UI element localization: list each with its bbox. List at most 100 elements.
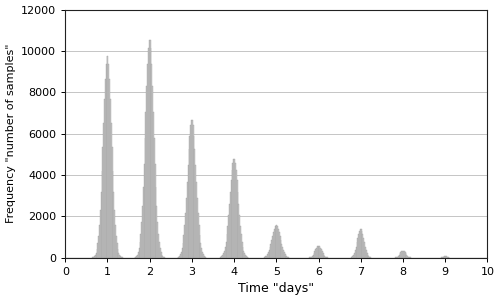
Bar xyxy=(142,206,143,258)
Bar xyxy=(110,99,111,258)
Bar xyxy=(356,243,358,258)
Bar xyxy=(100,192,102,258)
Bar xyxy=(404,252,406,258)
Bar xyxy=(310,257,311,258)
Bar xyxy=(111,123,112,258)
Bar xyxy=(273,232,274,258)
Bar xyxy=(200,243,201,258)
Bar xyxy=(272,236,273,258)
Bar xyxy=(361,229,362,258)
Bar xyxy=(358,234,359,258)
Bar xyxy=(277,226,278,258)
Bar xyxy=(274,226,276,258)
Bar xyxy=(407,256,408,258)
Bar xyxy=(365,247,366,258)
Bar xyxy=(321,250,322,258)
Bar xyxy=(235,163,236,258)
Bar xyxy=(316,248,317,258)
Bar xyxy=(99,225,100,258)
Bar xyxy=(285,254,286,258)
Bar xyxy=(447,257,448,258)
Bar xyxy=(364,243,365,258)
Bar xyxy=(397,256,398,258)
Bar xyxy=(105,79,106,258)
Bar xyxy=(162,256,163,258)
Bar xyxy=(115,225,116,258)
Bar xyxy=(446,256,447,258)
Bar xyxy=(326,257,327,258)
Bar xyxy=(198,225,200,258)
Bar xyxy=(144,138,146,258)
Bar xyxy=(185,213,186,258)
Bar xyxy=(148,48,149,258)
Bar xyxy=(146,86,147,258)
Bar xyxy=(242,247,244,258)
Bar xyxy=(352,256,353,258)
Bar xyxy=(369,257,370,258)
Bar xyxy=(137,255,138,258)
Bar xyxy=(264,257,266,258)
Bar xyxy=(234,159,235,258)
Bar xyxy=(202,252,203,258)
Bar xyxy=(350,257,352,258)
Bar xyxy=(164,257,165,258)
Bar xyxy=(155,164,156,258)
Bar xyxy=(109,79,110,258)
Bar xyxy=(178,257,180,258)
Bar xyxy=(225,247,226,258)
Bar xyxy=(366,253,368,258)
Bar xyxy=(95,255,96,258)
Bar xyxy=(187,182,188,258)
Bar xyxy=(150,48,152,258)
Bar xyxy=(283,250,284,258)
Bar xyxy=(406,255,407,258)
Bar xyxy=(159,242,160,258)
Bar xyxy=(163,257,164,258)
Bar xyxy=(231,180,232,258)
Bar xyxy=(226,234,228,258)
Bar xyxy=(266,256,267,258)
Bar xyxy=(444,256,445,258)
Bar xyxy=(315,250,316,258)
Bar xyxy=(186,198,187,258)
Bar xyxy=(158,234,159,258)
Bar xyxy=(192,120,193,258)
Bar xyxy=(222,255,223,258)
Bar xyxy=(193,125,194,258)
Bar xyxy=(244,253,245,258)
Bar xyxy=(362,234,364,258)
Bar xyxy=(197,198,198,258)
Bar xyxy=(238,203,239,258)
Bar xyxy=(204,257,206,258)
Bar xyxy=(138,248,140,258)
Bar xyxy=(284,253,285,258)
Bar xyxy=(270,244,272,258)
Bar xyxy=(184,225,185,258)
Bar xyxy=(143,187,144,258)
Bar xyxy=(269,250,270,258)
Bar xyxy=(400,252,402,258)
Bar xyxy=(228,215,229,258)
Bar xyxy=(445,256,446,258)
Bar xyxy=(280,240,281,258)
Bar xyxy=(245,255,246,258)
Bar xyxy=(116,235,117,258)
Bar xyxy=(152,86,153,258)
Bar xyxy=(112,171,114,258)
Bar xyxy=(359,231,360,258)
Bar xyxy=(120,256,121,258)
Bar xyxy=(236,180,238,258)
Bar xyxy=(160,252,162,258)
Bar xyxy=(230,192,231,258)
Bar xyxy=(278,229,279,258)
Bar xyxy=(322,251,323,258)
Bar xyxy=(442,257,444,258)
Bar xyxy=(355,250,356,258)
Bar xyxy=(247,257,248,258)
Bar xyxy=(121,257,122,258)
Bar xyxy=(98,235,99,258)
Bar xyxy=(232,163,234,258)
Bar xyxy=(409,257,410,258)
Bar xyxy=(317,246,318,258)
Bar xyxy=(149,40,150,258)
